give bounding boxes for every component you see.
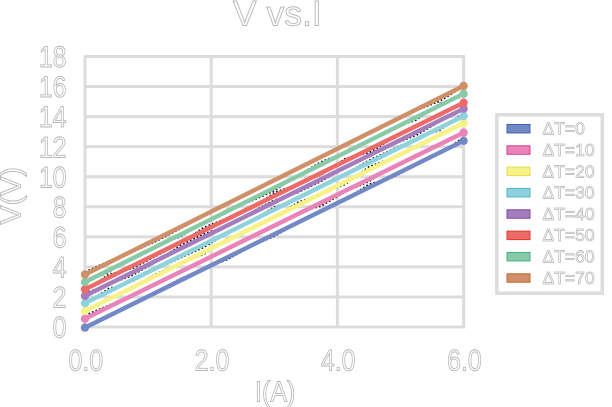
svg-text:18: 18 bbox=[39, 40, 67, 74]
svg-text:I(A): I(A) bbox=[255, 376, 295, 407]
svg-text:ΔT=0: ΔT=0 bbox=[543, 119, 586, 139]
svg-text:10: 10 bbox=[39, 160, 67, 194]
svg-text:V(V): V(V) bbox=[0, 167, 27, 225]
svg-text:6.0: 6.0 bbox=[447, 343, 482, 377]
svg-text:ΔT=20: ΔT=20 bbox=[543, 161, 595, 181]
svg-text:ΔT=40: ΔT=40 bbox=[543, 204, 595, 224]
svg-text:ΔT=30: ΔT=30 bbox=[543, 183, 595, 203]
svg-text:12: 12 bbox=[39, 130, 67, 164]
svg-text:16: 16 bbox=[39, 70, 67, 104]
svg-text:6: 6 bbox=[53, 220, 67, 254]
svg-text:4: 4 bbox=[53, 250, 67, 284]
svg-text:4.0: 4.0 bbox=[321, 343, 356, 377]
svg-text:2: 2 bbox=[53, 280, 67, 314]
svg-text:0.0: 0.0 bbox=[69, 343, 104, 377]
svg-text:2.0: 2.0 bbox=[195, 343, 230, 377]
svg-text:ΔT=70: ΔT=70 bbox=[543, 268, 595, 288]
svg-text:V vs.I: V vs.I bbox=[233, 0, 322, 34]
svg-text:ΔT=60: ΔT=60 bbox=[543, 247, 595, 267]
svg-text:ΔT=50: ΔT=50 bbox=[543, 225, 595, 245]
svg-text:14: 14 bbox=[39, 100, 67, 134]
svg-text:ΔT=10: ΔT=10 bbox=[543, 140, 595, 160]
svg-text:0: 0 bbox=[53, 310, 67, 344]
svg-text:8: 8 bbox=[53, 190, 67, 224]
